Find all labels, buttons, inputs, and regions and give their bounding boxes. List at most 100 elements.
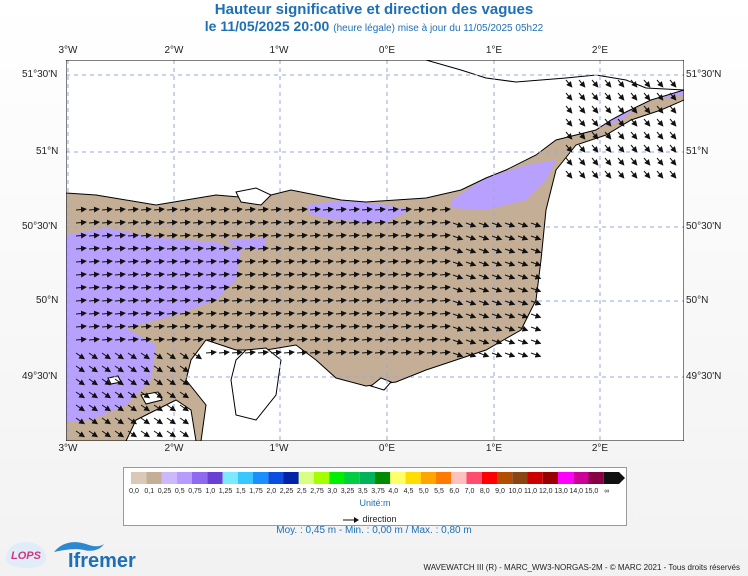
direction-arrow xyxy=(127,391,138,399)
direction-arrow xyxy=(322,258,334,265)
direction-arrow xyxy=(231,297,243,304)
lat-label-right-50: 50°N xyxy=(686,295,709,306)
scale-label: 3,75 xyxy=(371,488,385,495)
direction-arrow xyxy=(565,144,573,153)
direction-arrow xyxy=(257,258,269,265)
direction-arrow xyxy=(656,92,664,101)
wave-band-dover xyxy=(451,160,556,210)
scale-swatch xyxy=(390,472,406,484)
direction-arrow xyxy=(88,378,99,386)
direction-arrow xyxy=(565,157,573,166)
direction-arrow xyxy=(88,430,99,438)
direction-arrow xyxy=(75,404,86,412)
direction-arrow xyxy=(578,92,586,101)
direction-arrow xyxy=(426,232,438,239)
isle-of-wight xyxy=(235,187,272,206)
direction-arrow xyxy=(348,271,360,278)
scale-label: 5,0 xyxy=(418,488,429,495)
direction-arrow xyxy=(452,260,464,267)
direction-arrow xyxy=(166,365,177,373)
direction-arrow xyxy=(530,338,542,345)
scale-label: 5,5 xyxy=(434,488,444,495)
direction-arrow xyxy=(166,284,178,291)
lon-label-bottom-1w: 1°W xyxy=(269,443,289,454)
direction-arrow xyxy=(335,284,347,291)
direction-arrow xyxy=(426,336,438,343)
scale-label: 3,0 xyxy=(327,488,338,495)
direction-arrow xyxy=(296,245,308,252)
direction-arrow xyxy=(335,271,347,278)
direction-arrow xyxy=(179,310,191,317)
scale-swatch xyxy=(527,472,543,484)
direction-arrow xyxy=(257,284,269,291)
direction-arrow xyxy=(140,378,151,386)
direction-arrow xyxy=(565,118,573,127)
direction-arrow xyxy=(218,219,230,226)
direction-arrow xyxy=(101,206,113,213)
direction-arrow xyxy=(643,118,651,127)
direction-arrow xyxy=(153,336,165,343)
direction-arrow xyxy=(166,219,178,226)
footer-credit: WAVEWATCH III (R) - MARC_WW3-NORGAS-2M -… xyxy=(423,563,740,572)
direction-arrow xyxy=(88,297,100,304)
scale-swatch xyxy=(146,472,162,484)
direction-arrow xyxy=(426,206,438,213)
direction-arrow xyxy=(387,219,399,226)
direction-arrow xyxy=(643,79,651,88)
direction-arrow xyxy=(322,219,334,226)
scale-swatch xyxy=(161,472,177,484)
direction-arrow xyxy=(75,232,87,239)
direction-arrow xyxy=(504,221,516,228)
direction-arrow xyxy=(75,336,87,343)
direction-arrow xyxy=(504,325,516,332)
direction-arrow xyxy=(166,391,177,399)
direction-arrow xyxy=(617,92,625,101)
direction-arrow xyxy=(530,273,542,280)
lat-label-left-51-30: 51°30'N xyxy=(22,69,58,80)
direction-arrow xyxy=(101,336,113,343)
direction-arrow xyxy=(296,323,308,330)
direction-arrow xyxy=(361,245,373,252)
direction-arrow xyxy=(478,260,490,267)
direction-arrow xyxy=(140,336,152,343)
scale-label: 12,0 xyxy=(538,488,553,495)
direction-arrow xyxy=(101,391,112,399)
direction-arrow xyxy=(491,247,503,254)
direction-arrow xyxy=(504,260,516,267)
lon-label-bottom-2e: 2°E xyxy=(591,443,609,454)
direction-arrow-icon xyxy=(343,516,359,523)
direction-arrow xyxy=(591,105,599,114)
direction-arrow xyxy=(452,273,464,280)
direction-arrow xyxy=(179,336,191,343)
wave-band-southwest xyxy=(66,325,156,422)
direction-arrow xyxy=(179,245,191,252)
direction-arrow xyxy=(296,336,308,343)
direction-arrow xyxy=(387,284,399,291)
direction-arrow xyxy=(140,206,152,213)
direction-arrow xyxy=(153,258,165,265)
scale-label: 1,25 xyxy=(218,488,233,495)
direction-arrow xyxy=(296,349,308,356)
direction-arrow xyxy=(478,338,490,345)
direction-arrow xyxy=(361,206,373,213)
unit-label: Unité:m xyxy=(359,498,391,508)
direction-arrow xyxy=(465,286,477,293)
direction-arrow xyxy=(101,284,113,291)
scale-label: 10,0 xyxy=(508,488,523,495)
direction-arrow xyxy=(374,336,386,343)
direction-arrow xyxy=(361,219,373,226)
direction-arrow xyxy=(179,352,190,360)
direction-arrow xyxy=(75,206,87,213)
scale-label: 0,5 xyxy=(174,488,185,495)
lon-label-bottom-1e: 1°E xyxy=(485,443,503,454)
direction-arrow xyxy=(166,297,178,304)
direction-arrow xyxy=(348,258,360,265)
direction-arrow xyxy=(270,323,282,330)
direction-arrow xyxy=(530,247,542,254)
scale-label: 1,5 xyxy=(235,488,246,495)
scale-label: 15,0 xyxy=(584,488,599,495)
svg-text:LOPS: LOPS xyxy=(11,550,42,562)
lon-label-top-0e: 0°E xyxy=(378,45,396,56)
direction-arrow xyxy=(530,325,542,332)
direction-arrow xyxy=(140,297,152,304)
